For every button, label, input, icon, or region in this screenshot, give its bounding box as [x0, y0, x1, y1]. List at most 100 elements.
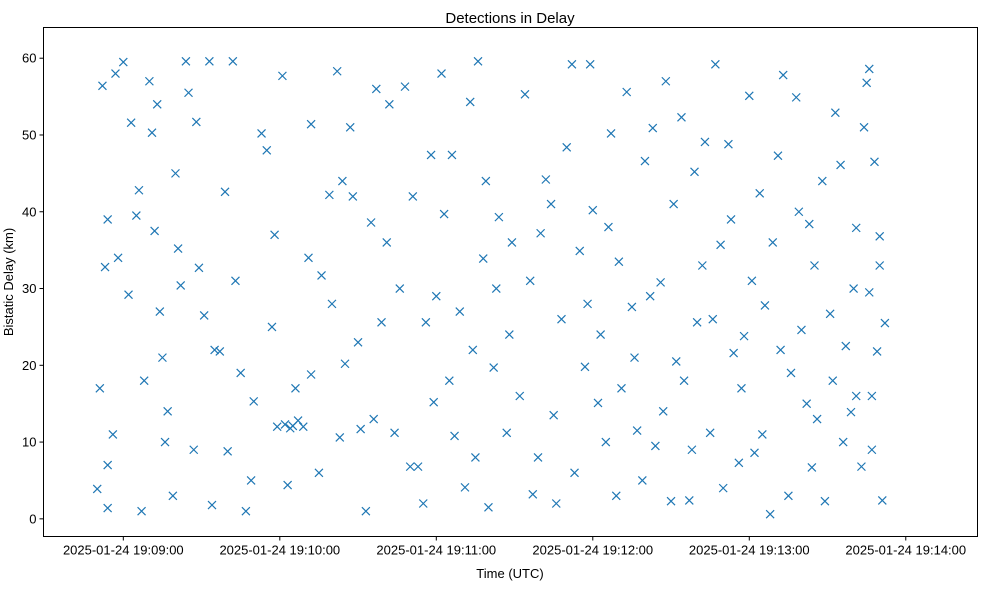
y-tick-label: 0	[29, 511, 36, 526]
data-point	[118, 57, 128, 67]
data-point	[849, 284, 859, 293]
data-point	[306, 370, 316, 379]
data-point	[828, 376, 838, 386]
data-point	[757, 429, 767, 439]
data-point	[867, 391, 877, 401]
data-point	[111, 69, 120, 78]
data-point	[390, 428, 399, 438]
data-point	[648, 123, 658, 133]
data-point	[864, 287, 874, 297]
data-point	[450, 431, 459, 441]
data-point	[468, 345, 478, 355]
data-point	[656, 277, 666, 287]
data-point	[593, 398, 603, 408]
y-tick-label: 60	[22, 51, 36, 66]
data-point	[137, 506, 146, 516]
data-point	[168, 491, 178, 501]
data-point	[431, 291, 441, 301]
data-point	[580, 362, 590, 372]
data-point	[429, 397, 439, 407]
data-point	[617, 383, 626, 393]
data-point	[291, 383, 300, 393]
data-point	[601, 437, 611, 447]
data-point	[690, 167, 699, 177]
data-point	[437, 69, 446, 78]
y-tick-label: 20	[22, 358, 36, 373]
data-point	[507, 238, 517, 247]
data-point	[851, 391, 861, 401]
data-point	[184, 88, 193, 98]
data-point	[838, 437, 848, 447]
data-point	[280, 419, 290, 429]
data-point	[98, 81, 107, 91]
data-point	[194, 263, 204, 273]
data-point	[797, 325, 806, 335]
data-point	[718, 483, 728, 493]
data-point	[460, 482, 470, 492]
data-point	[210, 345, 220, 355]
data-point	[596, 330, 606, 340]
data-point	[314, 468, 324, 478]
data-point	[147, 128, 157, 138]
data-point	[708, 314, 718, 324]
data-point	[622, 87, 632, 97]
data-point	[557, 314, 566, 324]
data-point	[650, 441, 660, 451]
data-point	[439, 209, 449, 219]
data-point	[778, 70, 788, 80]
data-point	[421, 317, 431, 327]
data-point	[729, 348, 739, 358]
data-point	[455, 307, 465, 316]
data-point	[846, 407, 856, 417]
data-point	[426, 150, 436, 160]
data-point	[567, 59, 577, 69]
data-point	[356, 424, 366, 434]
x-axis-label: Time (UTC)	[476, 566, 543, 581]
data-point	[830, 108, 840, 118]
data-point	[413, 462, 423, 472]
data-point	[100, 262, 110, 272]
data-point	[551, 499, 561, 508]
data-point	[794, 207, 804, 217]
data-point	[611, 491, 621, 501]
data-point	[585, 59, 595, 69]
data-point	[773, 151, 783, 161]
data-point	[400, 82, 410, 92]
data-point	[604, 222, 613, 232]
data-point	[382, 238, 392, 247]
data-point	[262, 145, 272, 155]
data-point	[293, 416, 303, 425]
data-point	[768, 238, 778, 247]
data-point	[658, 406, 668, 416]
data-point	[189, 445, 199, 455]
data-point	[418, 499, 428, 508]
data-point	[684, 495, 694, 505]
data-point	[812, 414, 822, 424]
x-tick-label: 2025-01-24 19:12:00	[532, 543, 653, 558]
data-point	[484, 502, 493, 512]
data-point	[124, 290, 133, 300]
data-point	[181, 56, 191, 66]
x-tick-label: 2025-01-24 19:09:00	[63, 543, 184, 558]
data-point	[317, 271, 326, 280]
data-point	[158, 353, 167, 363]
y-tick-label: 40	[22, 204, 36, 219]
data-point	[366, 218, 376, 227]
data-point	[340, 359, 350, 369]
data-point	[236, 368, 246, 378]
data-point	[857, 462, 866, 472]
data-point	[95, 383, 105, 393]
data-point	[637, 476, 647, 485]
data-point	[645, 291, 655, 301]
data-point	[144, 76, 154, 86]
data-point	[737, 383, 746, 393]
data-point	[859, 122, 869, 132]
data-point	[345, 122, 355, 132]
data-point	[470, 453, 480, 462]
data-point	[692, 317, 702, 327]
data-point	[327, 299, 337, 309]
data-point	[377, 317, 386, 327]
data-point	[666, 496, 676, 506]
data-point	[332, 66, 342, 76]
data-point	[337, 176, 347, 186]
